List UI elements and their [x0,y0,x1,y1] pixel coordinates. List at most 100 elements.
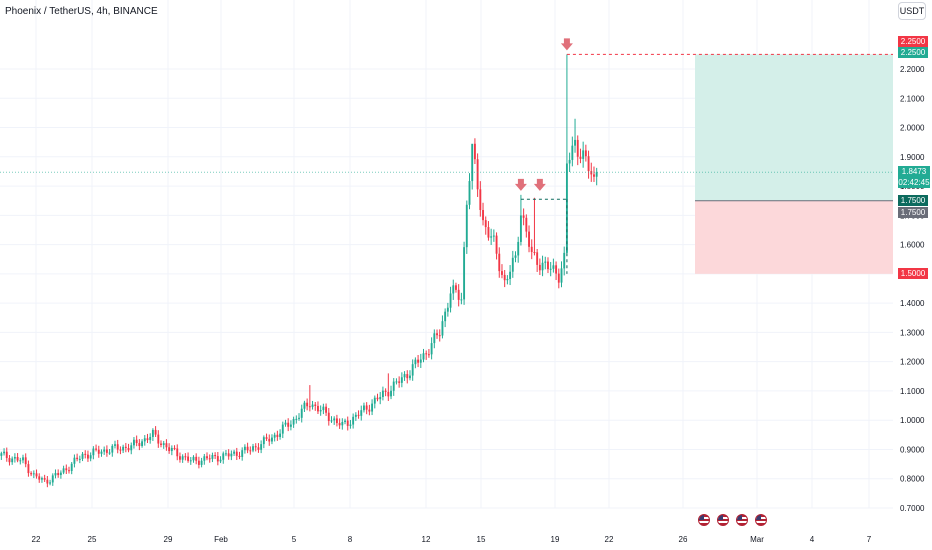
x-tick-label: 12 [422,535,431,544]
candle-body [317,405,319,412]
candle-body [560,268,563,283]
candle-body [322,406,325,411]
candle-body [27,464,30,474]
candle-body [552,265,555,269]
candle-body [582,150,585,159]
candle-body [584,150,587,157]
candle-body [203,456,206,461]
candle-body [260,444,263,450]
y-tick-label: 0.7000 [900,504,925,513]
candle-body [292,419,295,425]
us-flag-icon[interactable] [755,514,767,526]
candle-body [365,405,368,410]
candle-body [357,414,360,416]
candle-body [490,236,493,238]
candle-body [444,311,447,322]
candle-body [338,423,341,426]
candle-body [124,446,127,449]
entry-price-gray-tag: 1.7500 [898,207,928,218]
candle-body [92,448,95,456]
candle-body [233,451,236,454]
candle-body [549,268,552,270]
arrow-down-marker-icon [533,178,546,191]
y-tick-label: 1.1000 [900,387,925,396]
bar-countdown: 02:42:45 [898,178,930,187]
x-tick-label: 22 [32,535,41,544]
candle-body [146,438,149,441]
x-tick-label: 29 [164,535,173,544]
x-tick-label: 26 [679,535,688,544]
candle-body [427,354,430,356]
candle-body [108,452,111,454]
candle-body [325,406,328,413]
current-price-value: 1.8473 [901,167,927,176]
candle-body [206,456,208,459]
candle-body [3,451,6,454]
candle-body [422,353,425,360]
candle-body [143,438,146,442]
candle-body [127,448,130,451]
candle-body [406,374,409,379]
candle-body [409,375,411,379]
candle-body [468,181,471,205]
us-flag-icon[interactable] [698,514,710,526]
candle-body [162,443,165,445]
candle-body [473,143,476,160]
candle-body [533,252,536,254]
y-tick-label: 2.0000 [900,124,925,133]
candle-body [100,451,103,454]
candle-body [46,479,49,484]
candle-body [189,460,192,462]
target-price-tag: 2.2500 [898,47,928,58]
candle-body [525,217,528,232]
candle-body [271,437,273,442]
candle-body [214,455,217,457]
candle-body [547,261,549,270]
candle-body [262,437,265,445]
candle-body [122,446,125,451]
candle-body [503,274,506,281]
candle-body [105,449,108,453]
candle-body [303,402,306,409]
candle-body [519,215,522,242]
candle-body [176,448,179,457]
candle-body [11,458,14,463]
candle-body [160,443,162,445]
candle-body [319,410,322,412]
candle-body [557,273,560,283]
candle-body [387,391,390,397]
candle-body [509,271,512,279]
x-tick-label: 8 [348,535,353,544]
candle-body [181,456,184,460]
candle-body [227,453,230,457]
currency-unit-button[interactable]: USDT [898,2,926,20]
candle-body [86,454,89,459]
candle-body [376,397,379,400]
candle-body [173,447,176,449]
loss-zone [695,200,893,274]
candle-body [22,457,24,461]
candle-body [19,460,22,462]
us-flag-icon[interactable] [736,514,748,526]
candle-body [59,472,62,476]
candle-body [330,420,333,422]
candle-body [103,449,106,452]
x-tick-label: Mar [750,535,764,544]
candle-body [13,456,16,459]
candle-body [151,429,154,437]
candle-body [506,278,509,281]
candle-body [184,456,187,458]
candle-body [574,139,576,146]
candle-body [187,456,190,461]
candle-body [95,448,98,450]
candle-body [168,447,171,452]
candle-body [438,335,441,337]
candle-body [246,446,249,451]
candle-body [368,409,371,412]
candle-body [530,246,533,253]
us-flag-icon[interactable] [717,514,729,526]
candle-body [257,447,260,450]
candle-body [465,204,468,248]
candle-body [436,333,438,336]
